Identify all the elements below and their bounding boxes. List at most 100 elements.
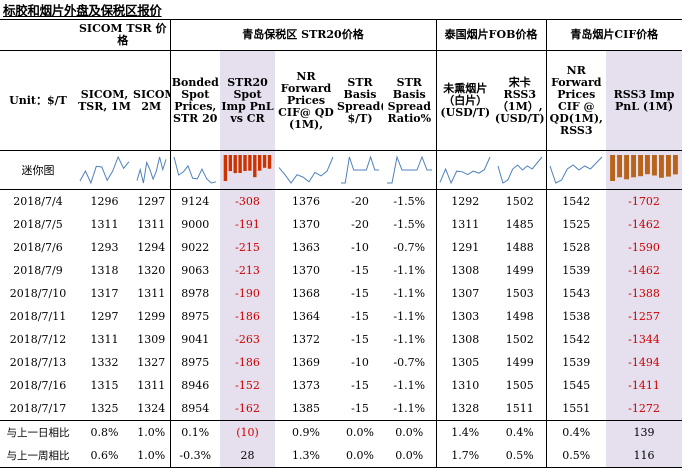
table-cell: 8946 [169,374,221,397]
sparkline-path [278,156,334,184]
row-date: 2018/7/11 [9,310,67,323]
sparkline-cell [337,150,384,190]
sparkline-path [439,156,491,185]
sparkline-path [173,156,217,184]
table-row: 2018/7/13 1332 1327 8975 -186 1369 -10 -0.7% 130… [0,351,682,374]
table-cell: 1294 [137,241,166,254]
table-cell: -1462 [606,259,682,282]
page-title: 标胶和烟片外盘及保税区报价 [3,3,162,18]
table-cell: 1308 [435,259,495,282]
group-header-cif: 青岛烟片CIF价格 [545,19,682,51]
table-cell: -1494 [606,351,682,374]
compare-cell: 0.0% [383,420,437,444]
table-cell: -1344 [606,328,682,351]
table-cell: 1485 [505,218,534,231]
group-header-row: SICOM TSR 价格 青岛保税区 STR20价格 泰国烟片FOB价格 青岛烟… [0,19,682,51]
compare-cell: 0.1% [169,420,221,444]
table-row: 2018/7/6 1293 1294 9022 -215 1363 -10 -0.7% 1291… [0,236,682,259]
price-table: SICOM TSR 价格 青岛保税区 STR20价格 泰国烟片FOB价格 青岛烟… [0,19,682,468]
table-cell: 8978 [169,282,221,305]
column-header-11: RSS3 Imp PnL (1M) [606,50,682,151]
table-cell: 1370 [292,264,321,277]
sparkline-line [136,156,167,184]
table-cell: 9041 [169,328,221,351]
sparkline-line [173,156,217,184]
sparkline-cell [494,150,547,190]
compare-cell: 0.0% [337,444,384,468]
column-header-6: STR Basis Spread( $/T) [337,50,384,151]
compare-cell: 1.3% [275,444,338,468]
table-cell: 1317 [90,287,119,300]
table-cell: -20 [351,195,369,208]
sparkline-bar [228,155,233,172]
table-cell: 1528 [545,236,607,259]
table-cell: -213 [220,259,276,282]
sparkline-path [497,156,543,184]
sparkline-line [386,155,432,184]
group-header-sicom: SICOM TSR 价格 [76,19,171,51]
group-header-blank [0,19,76,51]
sparkline-bar [631,155,637,178]
table-cell: 1539 [545,351,607,374]
table-cell: 1542 [545,328,607,351]
compare-cell: 1.7% [435,444,495,468]
sparkline-cell [435,150,495,190]
table-cell: -1.1% [393,310,426,323]
compare-cell: 0.0% [337,420,384,444]
table-cell: 1292 [435,189,495,213]
compare-cell: 0.4% [494,420,547,444]
table-row: 2018/7/12 1311 1309 9041 -263 1372 -15 -1.1% 130… [0,328,682,351]
compare-row: 与上一日相比 0.8% 1.0% 0.1% (10) 0.9% 0.0% 0.0% 1.4% 0.… [0,420,682,444]
table-cell: 1373 [292,379,321,392]
table-cell: 1318 [90,264,119,277]
table-cell: 1525 [545,213,607,236]
table-row: 2018/7/16 1315 1311 8946 -152 1373 -15 -1.1% 131… [0,374,682,397]
sparkline-path [341,155,380,184]
sparkline-cell [220,150,276,190]
table-cell: 1320 [137,264,166,277]
sparkline-line [497,156,543,184]
sparkline-row: 迷你图 [0,150,682,190]
table-cell: 1332 [90,356,119,369]
table-cell: 1308 [435,328,495,351]
row-date: 2018/7/10 [9,287,67,300]
sparkline-line [439,156,491,185]
sparkline-bar [233,155,237,174]
sparkline-label: 迷你图 [0,150,76,190]
table-cell: -1462 [606,213,682,236]
table-cell: 1311 [90,218,119,231]
table-cell: -186 [220,351,276,374]
table-cell: 1369 [292,356,321,369]
column-header-4: STR20 Spot Imp PnL vs CR [220,50,276,151]
table-cell: -1.1% [393,287,426,300]
table-cell: 9000 [169,213,221,236]
table-cell: -15 [351,379,369,392]
table-cell: -162 [220,397,276,421]
table-cell: -1590 [606,236,682,259]
table-cell: 1299 [137,310,166,323]
compare-cell: 0.6% [76,444,133,468]
table-cell: 1311 [435,213,495,236]
table-cell: 1502 [505,333,534,346]
compare-cell: 0.4% [545,420,607,444]
table-cell: -308 [220,189,276,213]
table-cell: -10 [351,356,369,369]
sparkline-cell [169,150,221,190]
table-cell: -1272 [606,397,682,421]
sparkline-cell [383,150,437,190]
column-header-3: Bonded Spot Prices, STR 20 [169,50,221,151]
compare-cell: 0.9% [275,420,338,444]
table-cell: 1545 [545,374,607,397]
sparkline-bar [243,155,247,171]
table-cell: 1293 [90,241,119,254]
row-date: 2018/7/13 [9,356,67,369]
sparkline-path [549,156,603,184]
table-cell: -15 [351,264,369,277]
sparkline-line [278,156,334,184]
compare-cell: 1.0% [133,420,171,444]
table-cell: 8975 [169,351,221,374]
table-cell: -15 [351,287,369,300]
compare-cell: 28 [220,444,276,468]
compare-cell: 1.4% [435,420,495,444]
